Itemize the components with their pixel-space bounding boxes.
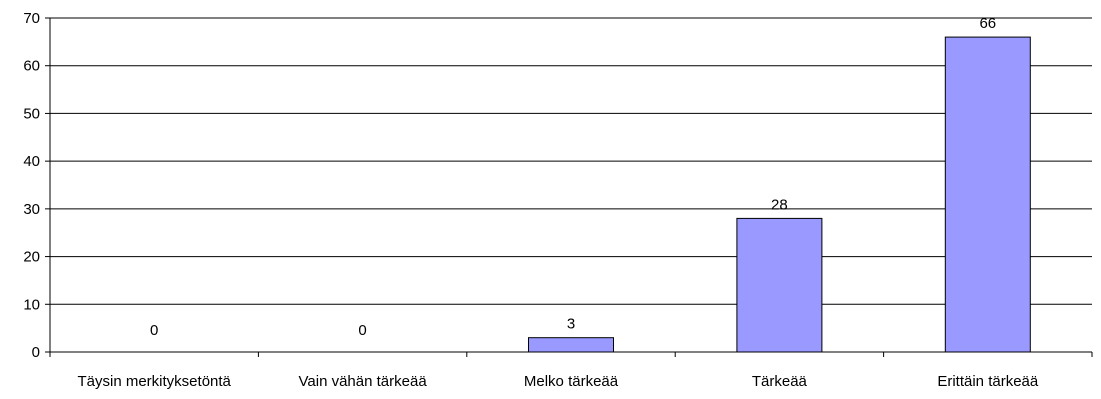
axes [45,17,1093,357]
y-tick-label: 20 [23,249,40,266]
data-label: 66 [979,15,996,32]
bar [944,36,1031,353]
bar [528,337,614,353]
x-category-label: Tärkeää [752,373,808,390]
x-category-label: Täysin merkityksetöntä [78,373,232,390]
y-tick-label: 30 [23,201,40,218]
y-tick-label: 70 [23,10,40,27]
data-label: 28 [771,196,788,213]
data-label: 0 [358,322,366,339]
labels: 0 10 20 30 40 50 60 70 0 Täysin merkityksetöntä 0 V… [23,10,1039,390]
bars [528,36,1031,353]
y-tick-label: 40 [23,153,40,170]
data-label: 0 [150,322,158,339]
y-tick-label: 10 [23,296,40,313]
y-tick-label: 50 [23,105,40,122]
gridlines [50,17,1092,305]
x-category-label: Vain vähän tärkeää [299,373,428,390]
y-tick-label: 60 [23,58,40,75]
x-category-label: Melko tärkeää [524,373,619,390]
y-tick-label: 0 [32,344,40,361]
data-label: 3 [567,316,575,333]
x-category-label: Erittäin tärkeää [937,373,1039,390]
bar [736,217,823,353]
